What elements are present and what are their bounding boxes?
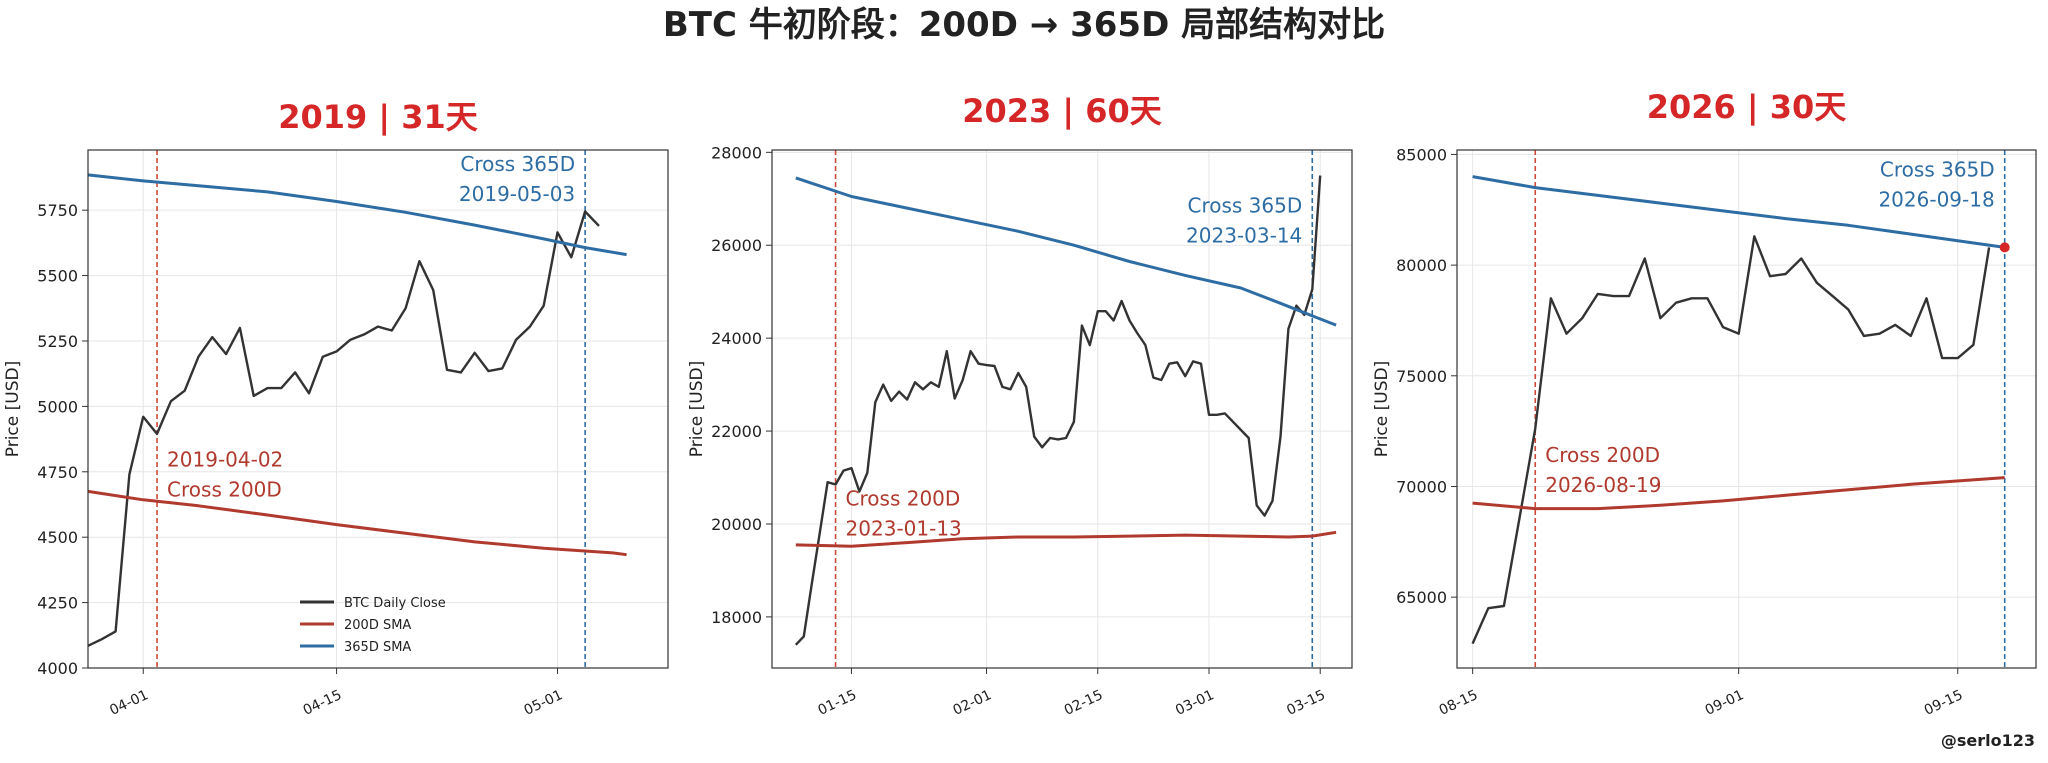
x-tick-label: 04-15 (301, 687, 345, 719)
y-tick-label: 4250 (37, 594, 78, 613)
cross200-annotation: Cross 200D (846, 486, 961, 510)
legend-label: BTC Daily Close (344, 596, 446, 611)
series-close-line (87, 210, 600, 647)
x-tick-label: 05-01 (522, 687, 566, 719)
y-tick-label: 5500 (37, 267, 78, 286)
series-sma365-line (87, 173, 627, 257)
y-tick-label: 85000 (1396, 145, 1447, 164)
series-sma200-line (795, 530, 1337, 548)
cross365-annotation: Cross 365D (460, 152, 575, 176)
series-close-line (794, 175, 1322, 646)
y-tick-label: 4000 (37, 659, 78, 678)
y-tick-label: 80000 (1396, 256, 1447, 275)
y-tick-label: 28000 (711, 143, 762, 162)
y-tick-label: 26000 (711, 236, 762, 255)
x-tick-label: 09-15 (1922, 687, 1966, 719)
x-tick-label: 09-01 (1703, 687, 1747, 719)
y-tick-label: 5250 (37, 332, 78, 351)
legend-label: 200D SMA (344, 618, 411, 633)
y-tick-label: 75000 (1396, 367, 1447, 386)
panel-2026: 2026 | 30天 65000 70000 75000 80000 85000 08-15… (1372, 88, 2037, 719)
x-tick-label: 01-15 (816, 687, 860, 719)
cross365-annotation: 2026-09-18 (1878, 188, 1994, 212)
legend-label: 365D SMA (344, 640, 411, 655)
y-tick-label: 24000 (711, 329, 762, 348)
x-tick-label: 03-15 (1284, 687, 1328, 719)
cross365-annotation: Cross 365D (1880, 158, 1995, 182)
panel-title: 2019 | 31天 (278, 98, 478, 137)
cross200-annotation: Cross 200D (167, 478, 282, 502)
series-sma365-line (795, 176, 1337, 327)
y-tick-label: 5750 (37, 201, 78, 220)
y-axis-label: Price [USD] (1372, 361, 1392, 457)
cross200-annotation: 2023-01-13 (846, 516, 962, 540)
cross365-point (1999, 242, 2010, 253)
y-tick-label: 20000 (711, 515, 762, 534)
cross365-annotation: 2023-03-14 (1186, 224, 1302, 248)
series-sma200-line (87, 489, 627, 557)
x-tick-label: 03-01 (1173, 687, 1217, 719)
x-tick-label: 08-15 (1437, 687, 1481, 719)
legend: BTC Daily Close 200D SMA 365D SMA (300, 596, 446, 655)
panel-2019: 2019 | 31天 4000 4250 4500 4750 5000 5250 5500 57… (3, 98, 669, 719)
panel-2023: 2023 | 60天 18000 20000 22000 24000 26000 28000… (687, 92, 1353, 719)
cross200-annotation: 2026-08-19 (1545, 473, 1661, 497)
cross365-annotation: 2019-05-03 (459, 182, 575, 206)
y-tick-label: 65000 (1396, 588, 1447, 607)
cross200-annotation: 2019-04-02 (167, 448, 283, 472)
credit-handle: @serlo123 (1941, 731, 2035, 750)
plot-frame (1456, 149, 2037, 669)
cross200-annotation: Cross 200D (1545, 443, 1660, 467)
plot-frame (771, 149, 1353, 669)
plot-frame (87, 149, 669, 669)
series-close-line (1471, 235, 1991, 645)
y-tick-label: 4750 (37, 463, 78, 482)
series-sma365-line (1472, 175, 2005, 249)
y-axis-label: Price [USD] (3, 361, 23, 457)
x-tick-label: 04-01 (107, 687, 151, 719)
y-tick-label: 70000 (1396, 477, 1447, 496)
y-tick-label: 4500 (37, 528, 78, 547)
panel-title: 2023 | 60天 (962, 92, 1162, 131)
series-sma200-line (1472, 476, 2005, 511)
x-tick-label: 02-01 (951, 687, 995, 719)
x-tick-label: 02-15 (1062, 687, 1106, 719)
panel-title: 2026 | 30天 (1647, 88, 1847, 127)
figure-title: BTC 牛初阶段：200D → 365D 局部结构对比 (663, 5, 1385, 45)
y-tick-label: 22000 (711, 422, 762, 441)
cross365-annotation: Cross 365D (1188, 194, 1303, 218)
y-axis-label: Price [USD] (687, 361, 707, 457)
y-tick-label: 5000 (37, 397, 78, 416)
y-tick-label: 18000 (711, 608, 762, 627)
